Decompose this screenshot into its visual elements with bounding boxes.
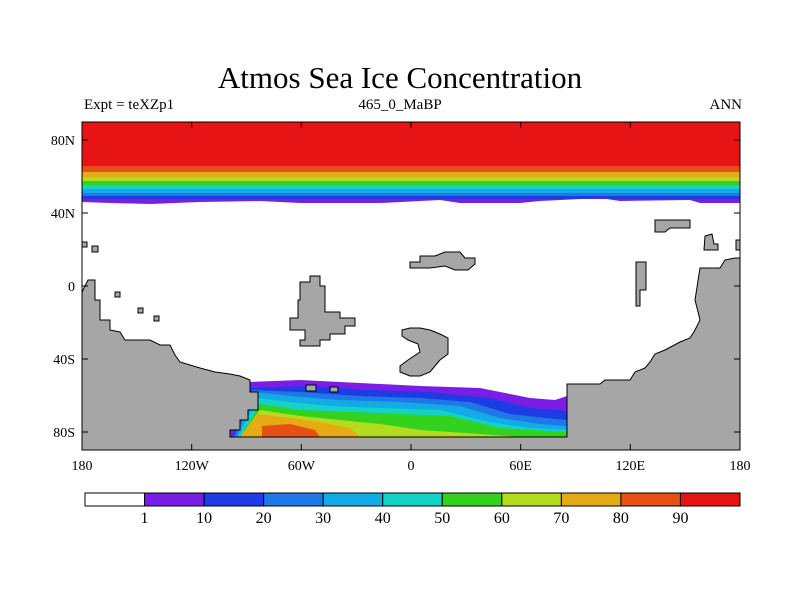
colorbar-label-0: 1 [141, 510, 149, 527]
x-tick-label-0: 0 [408, 459, 415, 474]
ice-band-30 [82, 189, 740, 193]
ice-band-70 [82, 172, 740, 177]
y-axis [82, 139, 740, 433]
colorbar-label-4: 40 [375, 510, 391, 527]
colorbar-label-2: 20 [256, 510, 272, 527]
y-tick-label-80s: 80S [53, 426, 75, 441]
time-label: 465_0_MaBP [358, 97, 442, 113]
colorbar-label-1: 10 [196, 510, 212, 527]
x-axis [81, 122, 741, 450]
ice-band-40 [82, 185, 740, 189]
south-ice-80 [262, 424, 320, 437]
south-islet-2 [329, 386, 339, 393]
colorbar-label-7: 70 [553, 510, 569, 527]
y-tick-label-0: 0 [68, 280, 75, 295]
west-islet-2 [91, 245, 99, 253]
ice-band-1 [82, 198, 740, 204]
west-continent [81, 257, 741, 451]
southern-sea-ice [230, 380, 567, 437]
colorbar-swatch-0 [84, 492, 146, 507]
season-label: ANN [709, 97, 743, 113]
east-islet [735, 239, 741, 251]
y-tick-label-80n: 80N [51, 134, 75, 149]
ice-band-80 [82, 166, 740, 172]
northern-sea-ice [82, 122, 740, 204]
west-islet-1 [81, 241, 88, 248]
west-islet-5 [153, 315, 160, 322]
ice-band-20 [82, 193, 740, 196]
colorbar-swatch-8 [560, 492, 622, 507]
x-tick-label-60w: 60W [288, 459, 316, 474]
land-masses [81, 219, 741, 451]
colorbar-swatch-1 [144, 492, 205, 507]
y-tick-label-40s: 40S [53, 353, 75, 368]
west-islet-3 [114, 291, 121, 298]
colorbar: 1 10 20 30 40 50 60 70 80 90 [84, 492, 741, 527]
west-islet-4 [137, 307, 144, 314]
colorbar-label-3: 30 [315, 510, 331, 527]
ice-band-60 [82, 177, 740, 181]
colorbar-swatch-9 [620, 492, 681, 507]
ice-band-10 [82, 196, 740, 199]
colorbar-swatch-4 [322, 492, 384, 507]
colorbar-label-9: 90 [672, 510, 688, 527]
central-island-large [289, 275, 356, 347]
colorbar-swatch-2 [203, 492, 265, 507]
colorbar-swatch-5 [382, 492, 443, 507]
south-islet-1 [305, 384, 317, 392]
x-tick-label-60e: 60E [509, 459, 532, 474]
east-island-small [703, 233, 719, 251]
central-island-small [399, 327, 449, 377]
map-panel: 180 120W 60W 0 60E 120E 180 80N 40N 0 40… [51, 121, 751, 474]
x-tick-label-120e: 120E [616, 459, 646, 474]
colorbar-swatch-3 [263, 492, 324, 507]
east-island-mid [635, 261, 647, 307]
map-title: Atmos Sea Ice Concentration [217, 60, 583, 95]
x-tick-label-180w: 180 [72, 459, 93, 474]
experiment-label: Expt = teXZp1 [84, 97, 175, 113]
colorbar-swatch-6 [441, 492, 503, 507]
east-island-top [654, 219, 691, 233]
x-tick-label-120w: 120W [175, 459, 210, 474]
ice-band-50 [82, 181, 740, 185]
x-tick-label-180e: 180 [730, 459, 751, 474]
colorbar-label-5: 50 [434, 510, 450, 527]
colorbar-label-6: 60 [494, 510, 510, 527]
y-tick-label-40n: 40N [51, 207, 75, 222]
north-east-island [409, 251, 476, 271]
ice-band-90 [82, 122, 740, 166]
colorbar-swatch-10 [679, 492, 741, 507]
colorbar-label-8: 80 [613, 510, 629, 527]
colorbar-swatch-7 [501, 492, 562, 507]
